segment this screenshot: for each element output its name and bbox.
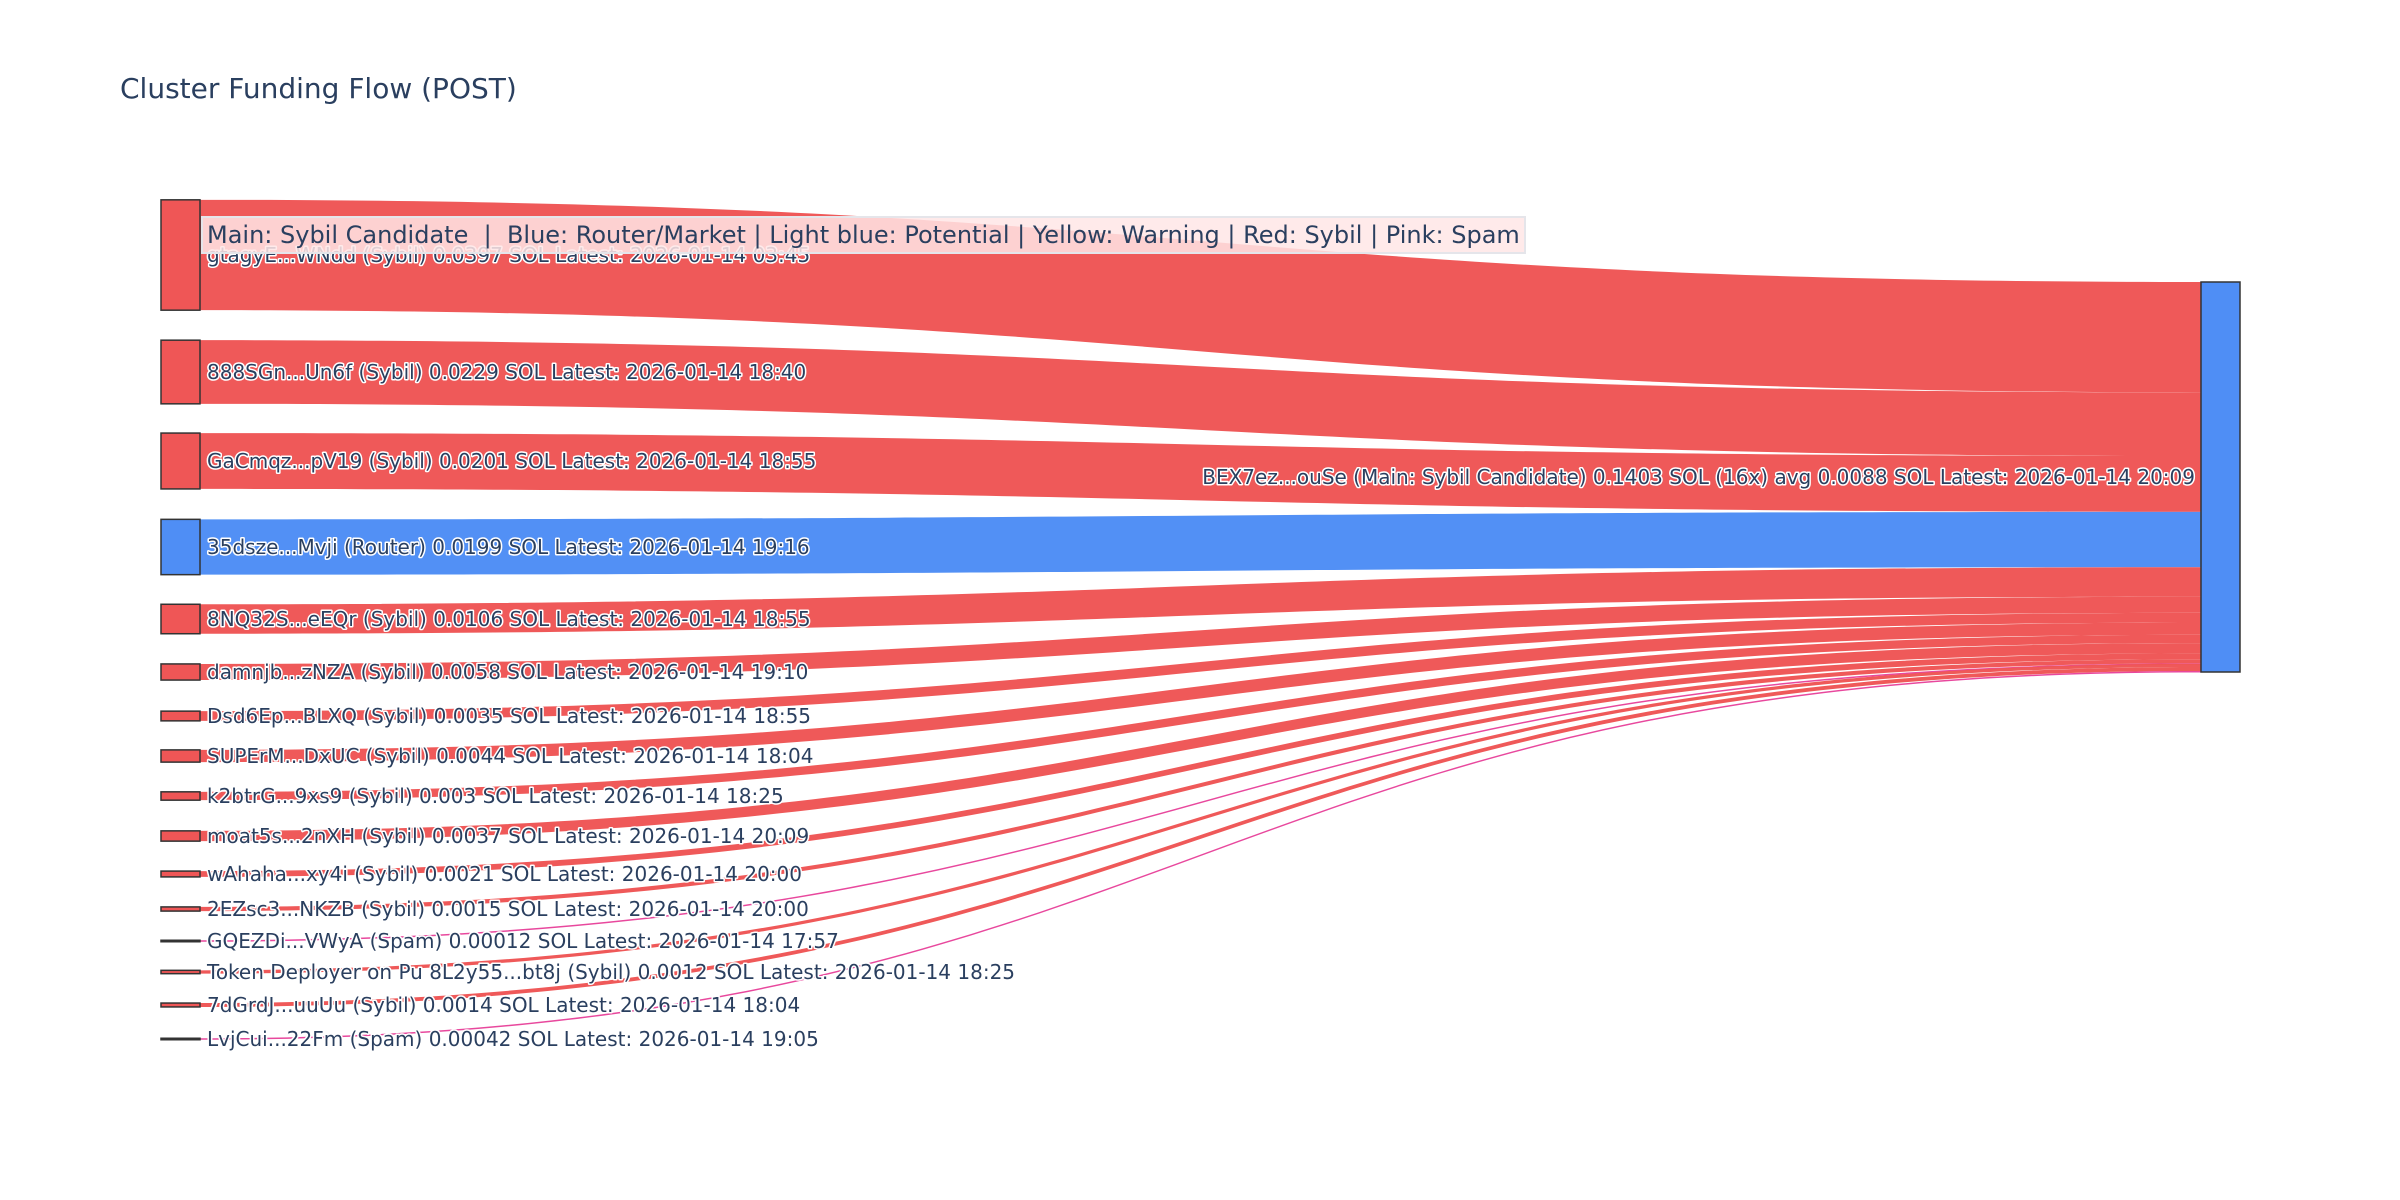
flow-link[interactable] bbox=[200, 596, 2201, 681]
source-node[interactable] bbox=[160, 518, 201, 576]
source-node[interactable] bbox=[160, 969, 201, 975]
source-node-label: k2btrG...9xs9 (Sybil) 0.003 SOL Latest: … bbox=[207, 784, 784, 808]
source-node-label: SUPErM...DxUC (Sybil) 0.0044 SOL Latest:… bbox=[207, 744, 813, 768]
source-node[interactable] bbox=[160, 710, 201, 722]
source-node-label: moat5s...2nXH (Sybil) 0.0037 SOL Latest:… bbox=[207, 824, 809, 848]
flow-link[interactable] bbox=[200, 659, 2201, 912]
source-node-label: 888SGn...Un6f (Sybil) 0.0229 SOL Latest:… bbox=[207, 360, 806, 384]
target-node[interactable] bbox=[2200, 281, 2241, 673]
flow-link[interactable] bbox=[200, 663, 2201, 974]
source-node-label: wAhaha...xy4i (Sybil) 0.0021 SOL Latest:… bbox=[207, 862, 802, 886]
nodes-layer bbox=[160, 199, 2241, 1041]
flow-link[interactable] bbox=[200, 663, 2201, 942]
flow-link[interactable] bbox=[200, 567, 2201, 634]
source-node[interactable] bbox=[160, 432, 201, 490]
source-node[interactable] bbox=[160, 791, 201, 801]
flow-link[interactable] bbox=[200, 653, 2201, 877]
chart-title: Cluster Funding Flow (POST) bbox=[120, 72, 517, 105]
source-node-label: 8NQ32S...eEQr (Sybil) 0.0106 SOL Latest:… bbox=[207, 607, 811, 631]
source-node-label: damnjb...zNZA (Sybil) 0.0058 SOL Latest:… bbox=[207, 660, 808, 684]
source-node-label: Token Deployer on Pu 8L2y55...bt8j (Sybi… bbox=[206, 960, 1015, 984]
source-node[interactable] bbox=[160, 339, 201, 405]
source-node[interactable] bbox=[160, 830, 201, 842]
source-node-label: GQEZDi...VWyA (Spam) 0.00012 SOL Latest:… bbox=[207, 929, 839, 953]
labels-layer: gtagyE...WNdd (Sybil) 0.0397 SOL Latest:… bbox=[205, 242, 2197, 1053]
source-node-label: Dsd6Ep...BLXQ (Sybil) 0.0035 SOL Latest:… bbox=[207, 704, 811, 728]
links-layer bbox=[200, 199, 2201, 1040]
source-node-label: LvjCui...22Fm (Spam) 0.00042 SOL Latest:… bbox=[207, 1027, 819, 1051]
source-node[interactable] bbox=[160, 663, 201, 681]
flow-link[interactable] bbox=[200, 340, 2201, 457]
source-node[interactable] bbox=[160, 906, 201, 912]
source-node[interactable] bbox=[160, 1037, 201, 1041]
flow-link[interactable] bbox=[200, 643, 2201, 842]
source-node-label: GaCmqz...pV19 (Sybil) 0.0201 SOL Latest:… bbox=[207, 449, 816, 473]
source-node[interactable] bbox=[160, 870, 201, 878]
source-node[interactable] bbox=[160, 199, 201, 311]
source-node[interactable] bbox=[160, 1002, 201, 1008]
flow-link[interactable] bbox=[200, 511, 2201, 575]
flow-link[interactable] bbox=[200, 667, 2201, 1007]
flow-link[interactable] bbox=[200, 622, 2201, 763]
flow-link[interactable] bbox=[200, 634, 2201, 801]
flow-link[interactable] bbox=[200, 433, 2201, 512]
source-node-label: 35dsze...Mvji (Router) 0.0199 SOL Latest… bbox=[207, 535, 810, 559]
target-node-label: BEX7ez...ouSe (Main: Sybil Candidate) 0.… bbox=[1202, 465, 2195, 489]
flow-link[interactable] bbox=[200, 670, 2201, 1040]
source-node-label: 2EZsc3...NKZB (Sybil) 0.0015 SOL Latest:… bbox=[207, 897, 809, 921]
flow-link[interactable] bbox=[200, 612, 2201, 721]
source-node[interactable] bbox=[160, 939, 201, 943]
source-node[interactable] bbox=[160, 749, 201, 763]
legend-annotation: Main: Sybil Candidate | Blue: Router/Mar… bbox=[201, 216, 1526, 254]
source-node-label: 7dGrdJ...uuUu (Sybil) 0.0014 SOL Latest:… bbox=[207, 993, 800, 1017]
source-node[interactable] bbox=[160, 603, 201, 635]
